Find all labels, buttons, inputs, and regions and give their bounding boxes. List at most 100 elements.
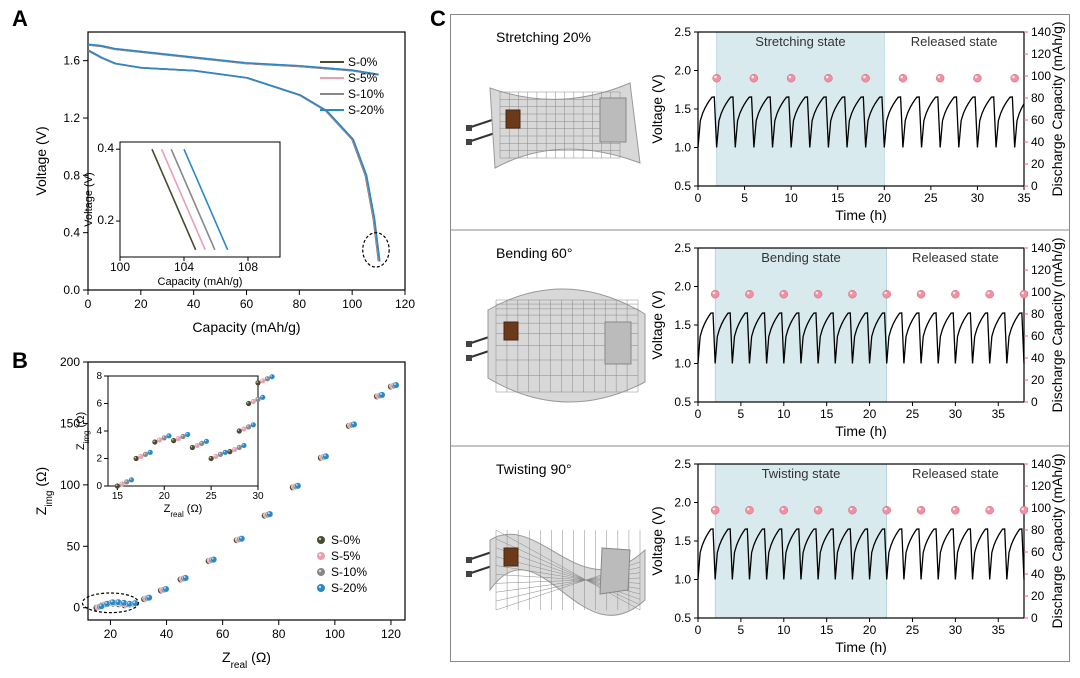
svg-text:10: 10 bbox=[784, 191, 798, 205]
svg-text:1.0: 1.0 bbox=[674, 357, 691, 371]
svg-text:Time (h): Time (h) bbox=[835, 639, 887, 655]
svg-text:200: 200 bbox=[60, 355, 80, 369]
panel-label-b: B bbox=[12, 348, 28, 374]
svg-text:40: 40 bbox=[1031, 567, 1045, 581]
svg-text:Zreal (Ω): Zreal (Ω) bbox=[222, 649, 271, 670]
svg-text:Capacity (mAh/g): Capacity (mAh/g) bbox=[192, 319, 300, 335]
svg-text:80: 80 bbox=[1031, 307, 1045, 321]
svg-text:1.5: 1.5 bbox=[674, 534, 691, 548]
svg-text:4: 4 bbox=[96, 426, 102, 437]
svg-text:0.5: 0.5 bbox=[674, 395, 691, 409]
svg-text:15: 15 bbox=[831, 191, 845, 205]
svg-text:Bending state: Bending state bbox=[761, 250, 841, 265]
svg-text:20: 20 bbox=[159, 491, 171, 502]
svg-text:5: 5 bbox=[741, 191, 748, 205]
svg-text:0.5: 0.5 bbox=[674, 179, 691, 193]
svg-text:8: 8 bbox=[96, 371, 102, 382]
svg-text:20: 20 bbox=[863, 407, 877, 421]
svg-text:0: 0 bbox=[1031, 395, 1038, 409]
svg-text:20: 20 bbox=[134, 297, 148, 311]
svg-text:100: 100 bbox=[110, 260, 130, 274]
svg-text:0: 0 bbox=[1031, 611, 1038, 625]
svg-text:0: 0 bbox=[73, 601, 80, 615]
svg-text:2.5: 2.5 bbox=[674, 241, 691, 255]
svg-text:100: 100 bbox=[342, 297, 362, 311]
svg-text:60: 60 bbox=[216, 627, 230, 641]
svg-text:0.8: 0.8 bbox=[63, 168, 80, 182]
svg-text:S-20%: S-20% bbox=[348, 103, 384, 117]
svg-text:15: 15 bbox=[820, 407, 834, 421]
svg-text:5: 5 bbox=[738, 407, 745, 421]
panel-b-chart: 20406080100120050100150200Zreal (Ω)Zimg … bbox=[30, 350, 420, 670]
svg-text:25: 25 bbox=[906, 623, 920, 637]
svg-text:2.5: 2.5 bbox=[674, 457, 691, 471]
svg-text:Released state: Released state bbox=[911, 34, 998, 49]
svg-text:Bending 60°: Bending 60° bbox=[496, 245, 572, 261]
svg-text:Twisting 90°: Twisting 90° bbox=[496, 461, 572, 477]
panel-c-charts: Stretching 20%051015202530350.51.01.52.0… bbox=[450, 14, 1070, 666]
svg-text:20: 20 bbox=[878, 191, 892, 205]
svg-text:20: 20 bbox=[1031, 157, 1045, 171]
svg-text:120: 120 bbox=[395, 297, 415, 311]
svg-text:100: 100 bbox=[60, 478, 80, 492]
svg-text:2.0: 2.0 bbox=[674, 280, 691, 294]
svg-text:1.2: 1.2 bbox=[63, 111, 80, 125]
svg-text:80: 80 bbox=[293, 297, 307, 311]
svg-text:120: 120 bbox=[381, 627, 401, 641]
panel-label-a: A bbox=[12, 6, 28, 32]
svg-text:Voltage (V): Voltage (V) bbox=[649, 506, 665, 575]
svg-text:10: 10 bbox=[777, 407, 791, 421]
svg-text:Discharge Capacity (mAh/g): Discharge Capacity (mAh/g) bbox=[1049, 237, 1065, 412]
svg-text:30: 30 bbox=[252, 491, 264, 502]
svg-text:40: 40 bbox=[1031, 351, 1045, 365]
svg-text:50: 50 bbox=[67, 539, 81, 553]
svg-text:80: 80 bbox=[272, 627, 286, 641]
svg-text:0.4: 0.4 bbox=[97, 141, 114, 155]
svg-text:20: 20 bbox=[863, 623, 877, 637]
svg-text:Zimg (Ω): Zimg (Ω) bbox=[33, 467, 55, 515]
svg-text:40: 40 bbox=[1031, 135, 1045, 149]
svg-text:80: 80 bbox=[1031, 91, 1045, 105]
svg-text:35: 35 bbox=[992, 623, 1006, 637]
svg-text:1.5: 1.5 bbox=[674, 102, 691, 116]
svg-text:0.2: 0.2 bbox=[97, 213, 114, 227]
svg-text:Zreal (Ω): Zreal (Ω) bbox=[164, 503, 203, 519]
svg-text:35: 35 bbox=[1017, 191, 1031, 205]
svg-text:1.6: 1.6 bbox=[63, 54, 80, 68]
svg-text:25: 25 bbox=[906, 407, 920, 421]
svg-text:0.0: 0.0 bbox=[63, 283, 80, 297]
svg-text:0.5: 0.5 bbox=[674, 611, 691, 625]
svg-text:Time (h): Time (h) bbox=[835, 423, 887, 439]
svg-text:S-0%: S-0% bbox=[331, 533, 361, 547]
svg-text:25: 25 bbox=[206, 491, 218, 502]
svg-text:5: 5 bbox=[738, 623, 745, 637]
svg-text:2.0: 2.0 bbox=[674, 64, 691, 78]
svg-text:S-10%: S-10% bbox=[331, 565, 367, 579]
svg-text:20: 20 bbox=[1031, 589, 1045, 603]
svg-text:Capacity (mAh/g): Capacity (mAh/g) bbox=[158, 276, 243, 288]
svg-text:10: 10 bbox=[777, 623, 791, 637]
svg-text:0: 0 bbox=[695, 623, 702, 637]
svg-text:Released state: Released state bbox=[912, 466, 999, 481]
svg-text:S-0%: S-0% bbox=[348, 55, 378, 69]
svg-text:Discharge Capacity (mAh/g): Discharge Capacity (mAh/g) bbox=[1049, 453, 1065, 628]
svg-text:35: 35 bbox=[992, 407, 1006, 421]
svg-text:Discharge Capacity (mAh/g): Discharge Capacity (mAh/g) bbox=[1049, 21, 1065, 196]
panel-label-c: C bbox=[430, 6, 446, 32]
svg-text:S-20%: S-20% bbox=[331, 581, 367, 595]
svg-text:2: 2 bbox=[96, 454, 102, 465]
svg-text:0: 0 bbox=[1031, 179, 1038, 193]
svg-text:0.4: 0.4 bbox=[63, 226, 80, 240]
svg-text:Voltage (V): Voltage (V) bbox=[83, 172, 95, 226]
svg-text:Voltage (V): Voltage (V) bbox=[649, 290, 665, 359]
svg-text:S-10%: S-10% bbox=[348, 87, 384, 101]
svg-text:S-5%: S-5% bbox=[348, 71, 378, 85]
svg-text:Voltage (V): Voltage (V) bbox=[33, 126, 49, 195]
svg-text:20: 20 bbox=[104, 627, 118, 641]
svg-text:60: 60 bbox=[240, 297, 254, 311]
svg-text:0: 0 bbox=[85, 297, 92, 311]
svg-text:0: 0 bbox=[96, 481, 102, 492]
svg-text:60: 60 bbox=[1031, 113, 1045, 127]
svg-text:6: 6 bbox=[96, 399, 102, 410]
svg-text:2.5: 2.5 bbox=[674, 25, 691, 39]
